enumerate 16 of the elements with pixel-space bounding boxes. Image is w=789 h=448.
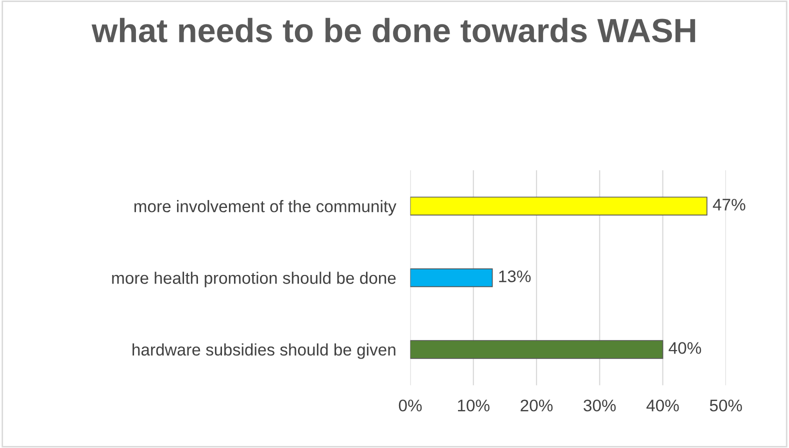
y-tick-label: hardware subsidies should be given xyxy=(132,343,396,359)
x-tick-label: 50% xyxy=(710,400,742,412)
bar xyxy=(410,196,708,216)
x-tick-label: 40% xyxy=(646,400,679,412)
data-label: 40% xyxy=(668,342,702,354)
data-label: 13% xyxy=(499,270,531,282)
y-tick-label: more health promotion should be done xyxy=(112,272,396,288)
x-tick-label: 0% xyxy=(398,400,422,412)
y-tick-label: more involvement of the community xyxy=(134,200,396,216)
x-tick-label: 10% xyxy=(458,400,490,412)
bar xyxy=(410,340,664,359)
x-tick-label: 20% xyxy=(520,400,553,412)
chart-title: what needs to be done towards WASH xyxy=(92,18,696,42)
data-label: 47% xyxy=(712,198,746,210)
bar xyxy=(410,268,493,288)
x-tick-label: 30% xyxy=(584,400,616,412)
